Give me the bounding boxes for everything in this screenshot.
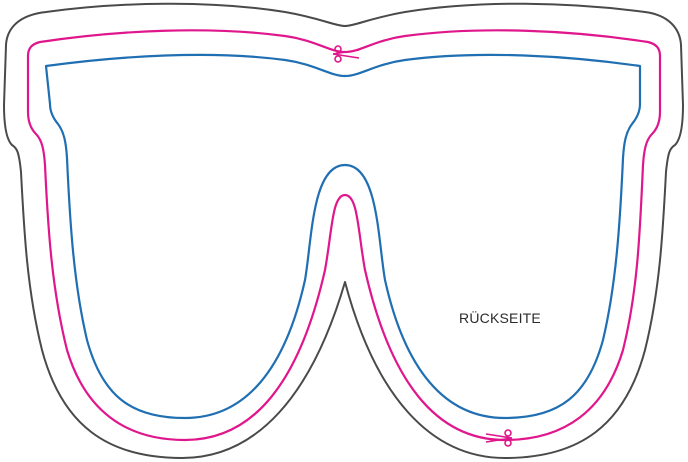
cut-line	[26, 29, 662, 442]
side-label: RÜCKSEITE	[459, 309, 541, 326]
inner-line	[44, 53, 642, 420]
outer-outline	[3, 2, 684, 459]
scissors-icon	[332, 45, 360, 63]
scissors-icon	[485, 429, 513, 447]
